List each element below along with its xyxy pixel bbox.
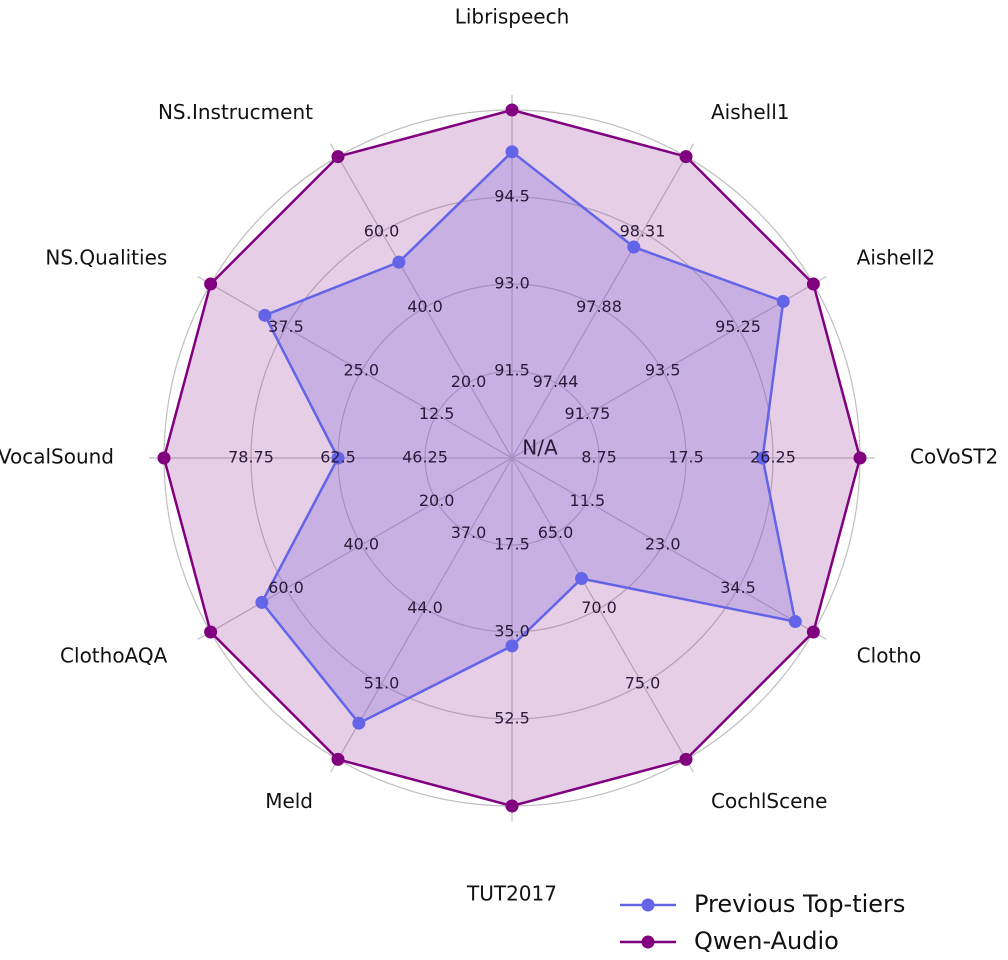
point-qwen-audio-clotho xyxy=(806,625,820,639)
point-previous-top-tiers-covost2 xyxy=(756,451,770,465)
tick-label-clotho-2: 23.0 xyxy=(645,535,681,554)
point-qwen-audio-cochlscene xyxy=(679,752,693,766)
point-previous-top-tiers-aishell1 xyxy=(627,240,641,254)
legend: Previous Top-tiers Qwen-Audio xyxy=(620,890,905,955)
legend-marker-qwen-audio xyxy=(641,935,655,949)
tick-label-aishell2-3: 95.25 xyxy=(715,317,761,336)
point-previous-top-tiers-vocalsound xyxy=(331,451,345,465)
tick-label-clotho-1: 11.5 xyxy=(570,491,606,510)
point-qwen-audio-ns-qualities xyxy=(204,277,218,291)
tick-label-tut2017-2: 35.0 xyxy=(494,622,530,641)
point-previous-top-tiers-aishell2 xyxy=(776,294,790,308)
point-qwen-audio-clothoaqa xyxy=(204,625,218,639)
point-qwen-audio-vocalsound xyxy=(157,451,171,465)
tick-label-covost2-3: 26.25 xyxy=(750,448,796,467)
spoke-aishell1 xyxy=(511,143,695,459)
point-previous-top-tiers-clotho xyxy=(788,615,802,629)
tick-label-aishell1-2: 97.88 xyxy=(576,297,622,316)
spoke-clotho xyxy=(511,457,827,641)
tick-label-clothoaqa-1: 20.0 xyxy=(419,491,455,510)
tick-label-clothoaqa-2: 40.0 xyxy=(343,535,379,554)
spoke-aishell2 xyxy=(511,275,827,459)
point-previous-top-tiers-librispeech xyxy=(505,145,519,159)
tick-label-aishell2-1: 91.75 xyxy=(564,404,610,423)
spoke-ns-qualities xyxy=(197,275,513,459)
tick-label-librispeech-1: 91.5 xyxy=(494,361,530,380)
axis-label-vocalsound: VocalSound xyxy=(0,445,114,469)
tick-label-aishell1-3: 98.31 xyxy=(620,221,666,240)
axis-label-ns-instrucment: NS.Instrucment xyxy=(158,100,313,124)
tick-label-ns-qualities-1: 12.5 xyxy=(419,404,455,423)
legend-label-previous-top-tiers: Previous Top-tiers xyxy=(694,890,905,918)
tick-label-ns-instrucment-2: 40.0 xyxy=(407,297,443,316)
point-qwen-audio-aishell2 xyxy=(806,277,820,291)
axis-label-clothoaqa: ClothoAQA xyxy=(60,644,168,668)
tick-label-ns-qualities-2: 25.0 xyxy=(343,361,379,380)
tick-label-clothoaqa-3: 60.0 xyxy=(268,578,304,597)
radar-tick-labels: 91.5 93.0 94.5 97.44 97.88 98.31 91.75 93.5 95.2… xyxy=(228,187,796,728)
point-previous-top-tiers-cochlscene xyxy=(575,572,589,586)
tick-label-covost2-1: 8.75 xyxy=(581,448,617,467)
tick-label-ns-instrucment-3: 60.0 xyxy=(364,221,400,240)
tick-label-vocalsound-1: 46.25 xyxy=(402,448,448,467)
tick-label-ns-instrucment-1: 20.0 xyxy=(451,372,487,391)
tick-label-meld-1: 37.0 xyxy=(451,523,487,542)
point-previous-top-tiers-clothoaqa xyxy=(255,595,269,609)
axis-label-aishell2: Aishell2 xyxy=(857,246,935,270)
tick-label-aishell1-1: 97.44 xyxy=(533,372,579,391)
point-previous-top-tiers-tut2017 xyxy=(505,639,519,653)
point-qwen-audio-ns-instrucment xyxy=(331,150,345,164)
point-qwen-audio-tut2017 xyxy=(505,799,519,813)
spoke-ns-instrucment xyxy=(329,143,513,459)
axis-label-tut2017: TUT2017 xyxy=(466,882,557,906)
tick-label-librispeech-2: 93.0 xyxy=(494,274,530,293)
point-previous-top-tiers-ns-instrucment xyxy=(392,255,406,269)
point-qwen-audio-aishell1 xyxy=(679,150,693,164)
tick-label-aishell2-2: 93.5 xyxy=(645,361,681,380)
watermark: aiqianji.com xyxy=(891,929,1000,950)
axis-label-clotho: Clotho xyxy=(857,644,922,668)
point-qwen-audio-meld xyxy=(331,752,345,766)
axis-label-librispeech: Librispeech xyxy=(455,5,570,29)
tick-label-cochlscene-3: 75.0 xyxy=(625,674,661,693)
radar-series xyxy=(157,103,867,813)
point-previous-top-tiers-ns-qualities xyxy=(258,308,272,322)
tick-label-meld-2: 44.0 xyxy=(407,598,443,617)
point-qwen-audio-covost2 xyxy=(853,451,867,465)
tick-label-tut2017-3: 52.5 xyxy=(494,709,530,728)
point-qwen-audio-librispeech xyxy=(505,103,519,117)
axis-label-cochlscene: CochlScene xyxy=(711,789,827,813)
spoke-cochlscene xyxy=(511,457,695,773)
tick-label-vocalsound-2: 62.5 xyxy=(320,448,356,467)
axis-label-meld: Meld xyxy=(265,789,313,813)
axis-label-covost2: CoVoST2 xyxy=(910,445,998,469)
axis-label-ns-qualities: NS.Qualities xyxy=(45,246,167,270)
tick-label-meld-3: 51.0 xyxy=(364,674,400,693)
tick-label-cochlscene-1: 65.0 xyxy=(538,523,574,542)
axis-label-aishell1: Aishell1 xyxy=(711,100,789,124)
radar-axis-labels: Librispeech Aishell1 Aishell2 CoVoST2 Clotho… xyxy=(0,5,998,906)
tick-label-tut2017-1: 17.5 xyxy=(494,535,530,554)
tick-label-clotho-3: 34.5 xyxy=(720,578,756,597)
tick-label-librispeech-3: 94.5 xyxy=(494,187,530,206)
legend-marker-previous-top-tiers xyxy=(641,898,655,912)
spoke-clothoaqa xyxy=(197,457,513,641)
tick-label-cochlscene-2: 70.0 xyxy=(581,598,617,617)
tick-label-covost2-2: 17.5 xyxy=(668,448,704,467)
tick-label-ns-qualities-3: 37.5 xyxy=(268,317,304,336)
point-previous-top-tiers-meld xyxy=(352,716,366,730)
tick-label-vocalsound-3: 78.75 xyxy=(228,448,274,467)
center-label: N/A xyxy=(522,436,558,460)
legend-label-qwen-audio: Qwen-Audio xyxy=(694,927,839,955)
